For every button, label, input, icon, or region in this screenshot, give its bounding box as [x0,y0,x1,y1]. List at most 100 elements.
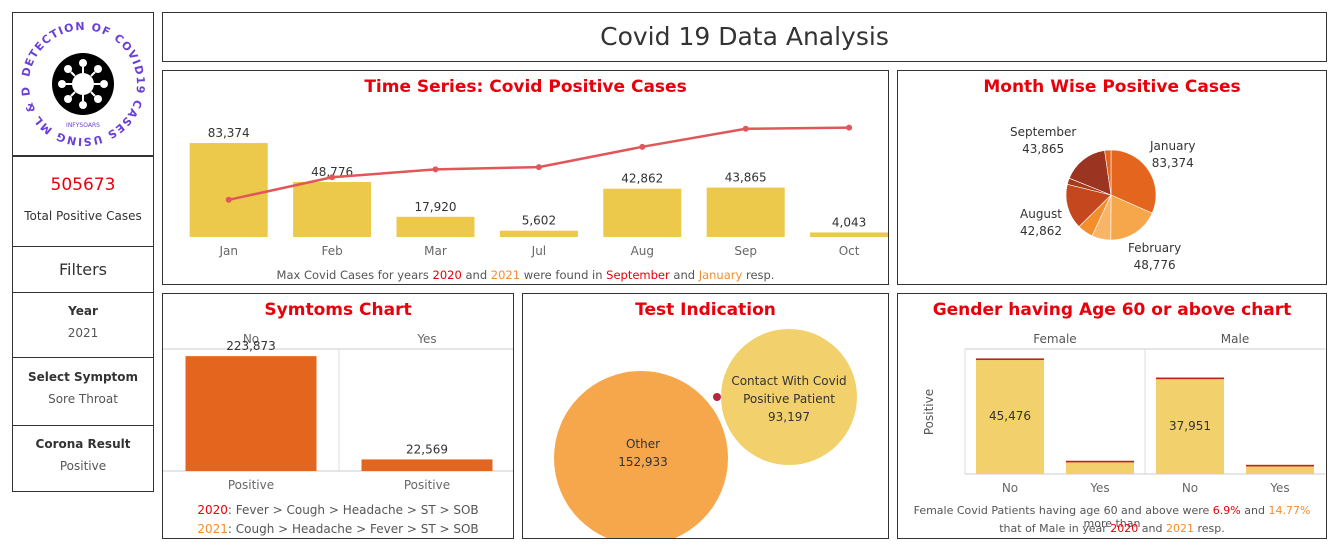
sidebar: 505673 Total Positive Cases Filters Year… [12,156,154,492]
ts-bar-Sep [706,187,785,237]
pie-slice-september [1068,150,1112,196]
bubble-contact-value: 93,197 [768,410,810,424]
year-filter-value[interactable]: 2021 [67,326,99,340]
gender-note-line-2: that of Male in year 2020 and 2021 resp. [999,522,1225,535]
ts-xtick-label: Sep [734,244,757,258]
pie-slice-other [1104,149,1112,196]
ts-trend-point [639,143,646,150]
header-panel: Covid 19 Data Analysis [162,12,1327,62]
bubble-other-value: 152,933 [618,455,668,469]
month-wise-panel: Month Wise Positive Cases September 43,86… [897,70,1327,285]
gen-ylabel: Positive [922,389,936,435]
gender-title: Gender having Age 60 or above chart [932,300,1292,320]
ts-bar-Mar [396,216,475,237]
bubble-contact-label-2: Positive Patient [743,392,835,406]
total-cases-card: 505673 Total Positive Cases [13,157,153,247]
bubble-other [554,371,728,538]
ts-trend-point [846,124,853,131]
sym-panel-header: No [243,332,259,346]
year-filter-label: Year [68,304,98,318]
sym-bar-label: 223,873 [226,339,276,353]
ts-trend-point [535,164,542,171]
test-indication-title: Test Indication [635,300,776,320]
symptoms-title: Symtoms Chart [264,300,412,320]
logo-panel: DETECTION OF COVID19 CASES USING ML & DL… [9,3,154,156]
pie-label-september: September 43,865 [1010,125,1077,156]
sym-bar-label: 22,569 [406,442,448,456]
ts-bar-label: 42,862 [621,172,663,186]
ts-xtick-label: Jul [531,244,546,258]
gen-bar-male-yes [1246,464,1314,474]
result-filter[interactable]: Corona Result Positive [13,426,153,493]
pie-slice-january [1110,149,1157,214]
ts-xtick-label: Oct [839,244,860,258]
gen-bar-label: 45,476 [989,409,1031,423]
gen-bar-male-no [1156,377,1224,474]
gen-bar-female-yes [1066,460,1134,474]
logo: DETECTION OF COVID19 CASES USING ML & DL… [9,3,147,148]
symptoms-legend-2020: 2020: Fever > Cough > Headache > ST > SO… [197,503,479,517]
sym-bar-no [185,356,317,471]
virus-icon [52,53,114,115]
pie-slice-february [1110,194,1153,241]
sym-xtick-label: Positive [404,478,450,492]
sym-bar-yes [361,459,493,471]
ts-bar-Feb [293,182,372,237]
pie-label-february: February 48,776 [1128,241,1182,272]
ts-xtick-label: Mar [424,244,447,258]
total-cases-label: Total Positive Cases [24,209,142,223]
gen-panel-header: Female [1033,332,1076,346]
gen-bar-cap [1246,464,1314,467]
pie-label-january: January 83,374 [1150,139,1196,170]
sym-panel-header: Yes [416,332,436,346]
total-cases-value: 505673 [50,175,116,195]
filters-heading-cell: Filters [13,247,153,293]
month-wise-title: Month Wise Positive Cases [983,77,1241,97]
ts-bar-Aug [603,188,682,237]
result-filter-value[interactable]: Positive [59,459,107,473]
time-series-chart: 83,374Jan48,776Feb17,920Mar5,602Jul42,86… [189,124,888,258]
gen-xtick-label: Yes [1269,481,1289,495]
pie-label-august: August 42,862 [1020,207,1062,238]
gen-bar-cap [976,358,1044,361]
gender-panel: Gender having Age 60 or above chart Posi… [897,293,1327,539]
time-series-panel: Time Series: Covid Positive Cases 83,374… [162,70,889,285]
ts-bar-label: 4,043 [832,215,866,229]
ts-bar-Oct [810,232,888,237]
bubble-contact [721,329,857,465]
time-series-title: Time Series: Covid Positive Cases [364,77,687,97]
gen-bar-female-no [976,358,1044,474]
ts-bar-label: 17,920 [415,200,457,214]
ts-xtick-label: Feb [321,244,342,258]
ts-bar-Jul [499,230,578,237]
year-filter[interactable]: Year 2021 [13,293,153,358]
ts-bar-label: 5,602 [522,214,556,228]
page-title: Covid 19 Data Analysis [600,22,889,51]
symptoms-legend-2021: 2021: Cough > Headache > Fever > ST > SO… [197,522,479,536]
gen-bar-cap [1156,377,1224,380]
symptom-filter-value[interactable]: Sore Throat [48,392,118,406]
test-indication-bubble-chart: Other 152,933 Contact With Covid Positiv… [554,329,857,538]
time-series-note: Max Covid Cases for years 2020 and 2021 … [276,268,775,282]
gender-chart: Positive Female Male 45,476 No Yes 37,951 No Yes [922,332,1325,495]
ts-trend-point [225,196,232,203]
symptoms-panel: Symtoms Chart No 223,873 Positive Yes 22,569… [162,293,514,539]
ts-xtick-label: Aug [631,244,654,258]
month-wise-pie-chart [1065,149,1157,241]
sym-xtick-label: Positive [228,478,274,492]
result-filter-label: Corona Result [35,437,131,451]
ts-bar-label: 83,374 [208,126,250,140]
symptom-filter[interactable]: Select Symptom Sore Throat [13,358,153,426]
gen-xtick-label: No [1182,481,1198,495]
bubble-other-label: Other [626,437,660,451]
ts-bar-label: 43,865 [725,171,767,185]
symptom-filter-label: Select Symptom [27,370,139,384]
gen-panel-header: Male [1221,332,1249,346]
gen-xtick-label: No [1002,481,1018,495]
test-indication-panel: Test Indication Other 152,933 Contact Wi… [522,293,889,539]
ts-bar-Jan [189,143,268,237]
ts-trend-point [329,174,336,181]
ts-trend-point [742,125,749,132]
pie-slice-august [1065,183,1112,228]
